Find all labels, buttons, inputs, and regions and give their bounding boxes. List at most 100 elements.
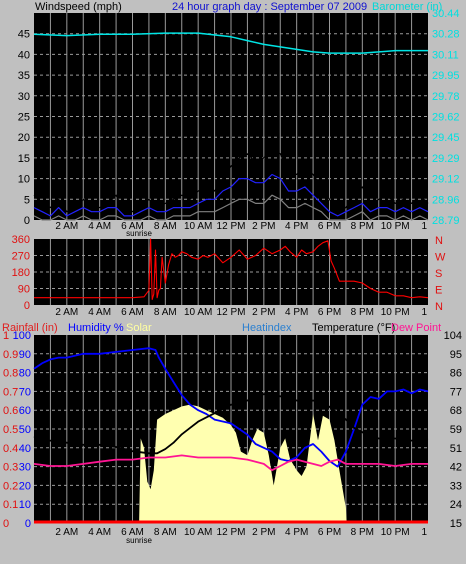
hour-label: 8 PM (351, 307, 374, 318)
compass-letter: S (435, 268, 442, 280)
wind-average-series (33, 173, 429, 217)
rainfall-axis-label: Rainfall (in) (2, 322, 58, 334)
hour-label: 10 AM (184, 527, 212, 538)
temperature-tick-label: 33 (450, 480, 462, 492)
wind-direction-series (34, 238, 429, 301)
wind-min-series (33, 194, 429, 221)
hour-label: 12 PM (217, 221, 246, 232)
wind-tick-label: 0 (24, 215, 30, 227)
wind-tick-label: 35 (18, 70, 30, 82)
barometer-tick-label: 29.45 (432, 132, 460, 144)
temperature-tick-label: 15 (450, 518, 462, 530)
hour-label: 1 (421, 527, 427, 538)
hour-label: 4 PM (285, 221, 308, 232)
hour-label: 2 PM (252, 307, 275, 318)
rainfall-tick-label: 0.9 (3, 349, 18, 361)
direction-tick-label: 270 (12, 251, 30, 263)
rainfall-tick-label: 0.8 (3, 368, 18, 380)
temperature-series (33, 393, 429, 455)
temperature-tick-label: 59 (450, 424, 462, 436)
humidity-tick-label: 20 (19, 480, 31, 492)
direction-tick-label: 0 (24, 300, 30, 312)
humidity-tick-label: 70 (19, 386, 31, 398)
hour-label: 2 AM (55, 307, 78, 318)
compass-letter: N (435, 235, 443, 247)
hour-label: 6 PM (318, 221, 341, 232)
humidity-tick-label: 60 (19, 405, 31, 417)
rainfall-tick-label: 1 (3, 330, 9, 342)
humidity-tick-label: 80 (19, 368, 31, 380)
wind-tick-label: 10 (18, 174, 30, 186)
wind-tick-label: 20 (18, 132, 30, 144)
temperature-axis-label: Temperature (°F) (312, 322, 395, 334)
wind-tick-label: 25 (18, 112, 30, 124)
humidity-tick-label: 40 (19, 443, 31, 455)
solar-axis-label: Solar (126, 322, 152, 334)
barometer-tick-label: 30.28 (432, 29, 460, 41)
heatindex-axis-label: Heatindex (242, 322, 292, 334)
compass-letter: E (435, 285, 442, 297)
wind-tick-label: 40 (18, 49, 30, 61)
hour-label: 1 (421, 221, 427, 232)
barometer-axis-label: Barometer (in) (372, 1, 442, 13)
barometer-tick-label: 29.29 (432, 153, 460, 165)
hour-label: 8 AM (154, 527, 177, 538)
humidity-axis-label: Humidity % (68, 322, 124, 334)
temperature-tick-label: 68 (450, 405, 462, 417)
hour-label: 8 PM (351, 527, 374, 538)
direction-tick-label: 360 (12, 234, 30, 246)
temperature-tick-label: 86 (450, 368, 462, 380)
rainfall-tick-label: 0.1 (3, 499, 18, 511)
wind-tick-label: 5 (24, 194, 30, 206)
chart-title: 24 hour graph day : September 07 2009 (172, 1, 367, 13)
hour-label: 10 PM (381, 307, 410, 318)
hour-label: 8 AM (154, 221, 177, 232)
compass-letter: W (435, 252, 446, 264)
sunrise-label: sunrise (126, 229, 152, 238)
humidity-tick-label: 10 (19, 499, 31, 511)
temperature-tick-label: 95 (450, 349, 462, 361)
hour-label: 10 AM (184, 221, 212, 232)
sunrise-label: sunrise (126, 536, 152, 545)
hour-label: 10 AM (184, 307, 212, 318)
barometer-tick-label: 30.44 (432, 8, 460, 20)
hour-label: 2 AM (55, 527, 78, 538)
hour-label: 6 PM (318, 527, 341, 538)
wind-tick-label: 30 (18, 91, 30, 103)
hour-label: 4 AM (88, 221, 111, 232)
humidity-tick-label: 90 (19, 349, 31, 361)
temperature-tick-label: 24 (450, 499, 462, 511)
temperature-tick-label: 51 (450, 443, 462, 455)
humidity-tick-label: 100 (13, 330, 31, 342)
compass-letter: N (435, 301, 443, 313)
hour-label: 10 PM (381, 527, 410, 538)
rainfall-tick-label: 0.7 (3, 386, 18, 398)
dewpoint-series (33, 454, 428, 472)
hour-label: 10 PM (381, 221, 410, 232)
humidity-tick-label: 50 (19, 424, 31, 436)
dewpoint-axis-label: Dew Point (391, 322, 441, 334)
hour-label: 6 PM (318, 307, 341, 318)
barometer-tick-label: 30.11 (432, 49, 459, 61)
hour-label: 4 PM (285, 307, 308, 318)
hour-label: 1 (421, 307, 427, 318)
hour-label: 8 AM (154, 307, 177, 318)
direction-tick-label: 90 (18, 284, 30, 296)
humidity-tick-label: 30 (19, 462, 31, 474)
windspeed-axis-label: Windspeed (mph) (35, 1, 122, 13)
hour-label: 6 AM (121, 221, 144, 232)
hour-label: 4 AM (88, 527, 111, 538)
hour-label: 4 PM (285, 527, 308, 538)
barometer-tick-label: 29.12 (432, 174, 460, 186)
rainfall-tick-label: 0.4 (3, 443, 18, 455)
hour-label: 2 PM (252, 527, 275, 538)
temperature-tick-label: 104 (444, 330, 462, 342)
hour-label: 4 AM (88, 307, 111, 318)
temperature-tick-label: 42 (450, 462, 462, 474)
barometer-series (33, 32, 428, 54)
rainfall-tick-label: 0.3 (3, 462, 18, 474)
hour-label: 6 AM (121, 527, 144, 538)
direction-tick-label: 180 (12, 267, 30, 279)
hour-label: 2 PM (252, 221, 275, 232)
